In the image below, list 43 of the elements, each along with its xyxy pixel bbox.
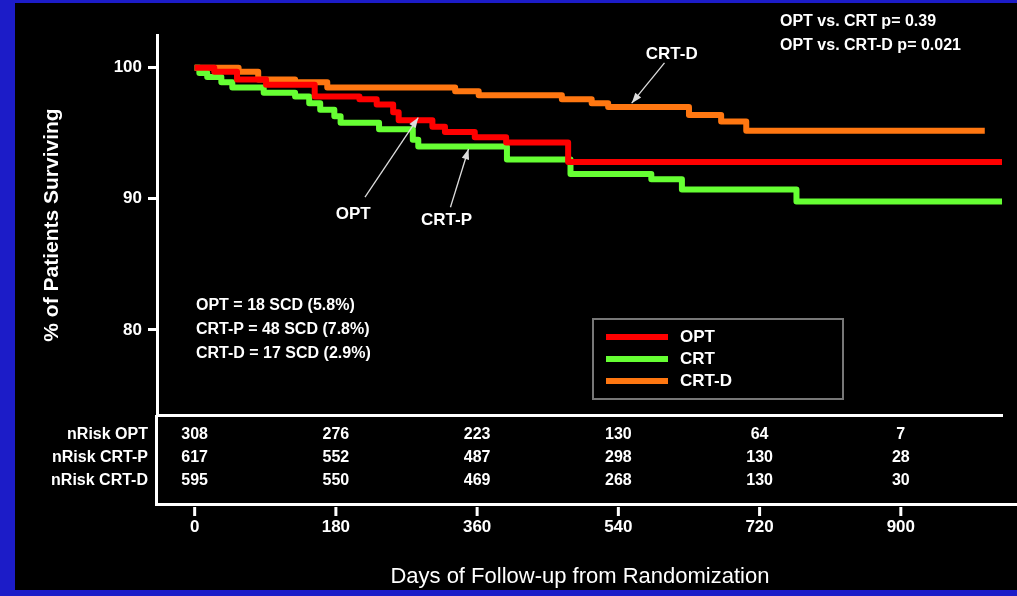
x-tick-label: 540 xyxy=(604,516,633,536)
text: 130 xyxy=(746,471,773,489)
text: nRisk CRT-P xyxy=(51,448,148,466)
y-tick-label: 80 xyxy=(123,319,142,339)
x-tick-label: 900 xyxy=(886,516,916,536)
x-tick-label: 180 xyxy=(321,516,351,536)
legend-label: CRT xyxy=(680,349,715,369)
x-tick-label: 0 xyxy=(189,516,200,536)
x-tick-label: 360 xyxy=(462,516,492,536)
text: 223 xyxy=(463,425,491,443)
text: 595 xyxy=(181,471,209,489)
y-axis-title: % of Patients Surviving xyxy=(39,108,63,342)
annotation: OPT = 18 SCD (5.8%) xyxy=(196,296,355,314)
text: 617 xyxy=(181,448,209,466)
text: 276 xyxy=(322,425,350,443)
text: 268 xyxy=(604,471,632,489)
annotation: CRT-P = 48 SCD (7.8%) xyxy=(196,320,370,338)
y-tick-label: 100 xyxy=(113,57,142,77)
text: nRisk OPT xyxy=(67,425,148,443)
annotation: OPT vs. CRT-D p= 0.021 xyxy=(780,36,961,54)
text: 469 xyxy=(463,471,491,489)
annotation: OPT xyxy=(335,204,372,224)
text: 552 xyxy=(322,448,350,466)
annotation: CRT-D xyxy=(645,43,698,63)
text: 28 xyxy=(891,448,910,466)
legend-label: CRT-D xyxy=(680,371,732,391)
text: 30 xyxy=(891,471,910,489)
text: 550 xyxy=(322,471,350,489)
text: nRisk CRT-D xyxy=(51,471,148,489)
x-axis-title: Days of Follow-up from Randomization xyxy=(390,562,770,588)
annotation: CRT-P xyxy=(420,209,472,229)
text: 487 xyxy=(463,448,491,466)
text: 298 xyxy=(604,448,632,466)
text: 130 xyxy=(746,448,773,466)
legend-label: OPT xyxy=(680,327,715,347)
text: 64 xyxy=(750,425,769,443)
text: 130 xyxy=(604,425,632,443)
y-tick-label: 90 xyxy=(123,188,142,208)
text: 7 xyxy=(896,425,906,443)
text: OPT vs. CRT p= 0.39 xyxy=(780,12,937,30)
text: 308 xyxy=(181,425,209,443)
annotation: CRT-D = 17 SCD (2.9%) xyxy=(196,344,371,362)
x-tick-label: 720 xyxy=(745,516,774,536)
